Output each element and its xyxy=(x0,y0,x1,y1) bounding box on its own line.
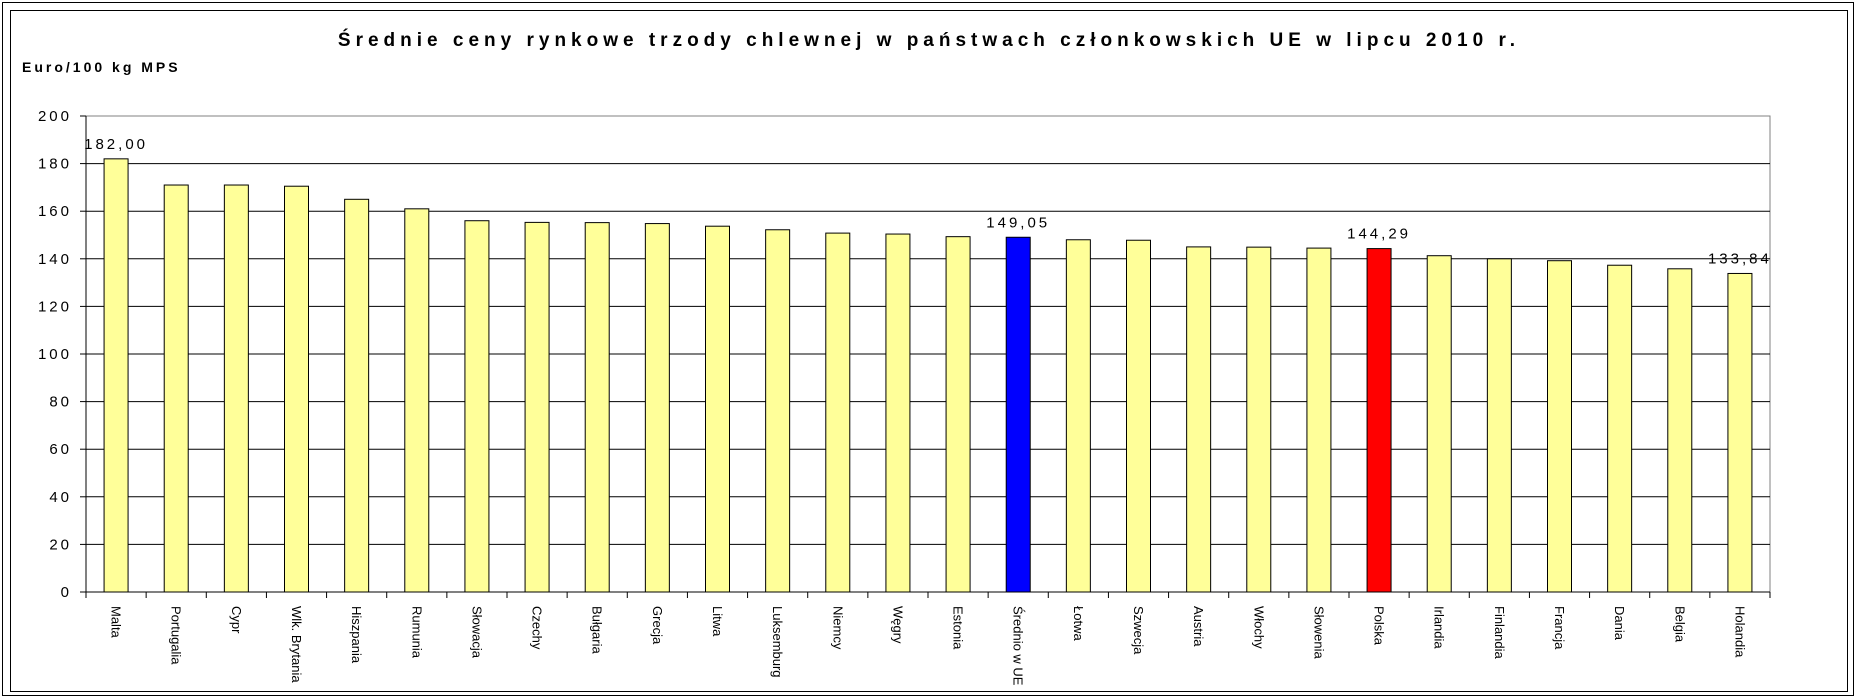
bar xyxy=(223,184,249,593)
x-category-label: Czechy xyxy=(530,606,545,650)
bar xyxy=(1426,255,1452,593)
bar xyxy=(1486,258,1512,593)
y-tick-label: 120 xyxy=(38,298,72,315)
y-tick-label: 60 xyxy=(49,441,72,458)
x-category-label: Austria xyxy=(1191,606,1206,647)
x-category-label: Luksemburg xyxy=(770,606,785,678)
chart-title: Średnie ceny rynkowe trzody chlewnej w p… xyxy=(337,30,1521,51)
y-axis-unit-label: Euro/100 kg MPS xyxy=(22,59,181,75)
x-category-label: Portugalia xyxy=(169,606,184,665)
data-label: 133,84 xyxy=(1708,250,1772,267)
bar xyxy=(705,225,730,593)
bar xyxy=(1126,239,1151,593)
bar xyxy=(885,233,911,593)
x-category-label: Polska xyxy=(1372,606,1387,646)
bar xyxy=(1306,247,1332,593)
x-category-label: Malta xyxy=(109,606,124,639)
x-category-label: Bułgaria xyxy=(590,606,605,654)
bar xyxy=(644,223,670,593)
x-category-label: Niemcy xyxy=(830,606,845,650)
bar xyxy=(1547,260,1572,593)
x-category-label: Belgia xyxy=(1672,606,1687,643)
x-category-label: Średnio w UE xyxy=(1011,606,1026,686)
x-category-label: Wlk. Brytania xyxy=(289,606,304,683)
x-category-label: Hiszpania xyxy=(349,606,364,664)
x-category-label: Rumunia xyxy=(409,606,424,659)
x-category-label: Szwecja xyxy=(1131,606,1146,655)
bar xyxy=(524,221,550,593)
bar xyxy=(1366,248,1392,593)
x-category-label: Słowenia xyxy=(1311,606,1326,660)
y-tick-label: 160 xyxy=(38,203,72,220)
bar xyxy=(404,208,430,593)
x-category-label: Cypr xyxy=(229,606,244,634)
x-category-label: Dania xyxy=(1612,606,1627,641)
data-label: 149,05 xyxy=(986,214,1050,231)
x-category-label: Grecja xyxy=(650,606,665,645)
bar xyxy=(945,236,971,593)
x-category-label: Litwa xyxy=(710,606,725,637)
bar xyxy=(344,198,370,593)
y-tick-label: 80 xyxy=(49,394,72,411)
bar xyxy=(1667,268,1693,593)
bar xyxy=(1607,264,1633,593)
x-category-label: Estonia xyxy=(951,606,966,650)
y-tick-label: 20 xyxy=(49,536,72,553)
bar xyxy=(1065,239,1091,593)
y-tick-label: 40 xyxy=(49,489,72,506)
x-category-label: Finlandia xyxy=(1492,606,1507,660)
bar xyxy=(1246,246,1272,593)
x-category-label: Słowacja xyxy=(469,606,484,659)
bar xyxy=(163,184,189,593)
bar xyxy=(464,220,490,593)
bar xyxy=(584,222,610,593)
x-category-label: Węgry xyxy=(890,606,905,644)
bar xyxy=(1727,272,1753,593)
bar xyxy=(1186,246,1212,593)
y-tick-label: 200 xyxy=(38,108,72,125)
bar xyxy=(284,185,309,593)
bar xyxy=(103,158,129,593)
bar xyxy=(825,232,851,593)
x-category-label: Włochy xyxy=(1251,606,1266,649)
chart-frame xyxy=(10,10,1848,692)
y-tick-label: 140 xyxy=(38,251,72,268)
x-category-label: Irlandia xyxy=(1432,606,1447,649)
x-category-label: Francja xyxy=(1552,606,1567,650)
y-tick-label: 180 xyxy=(38,156,72,173)
x-category-label: Łotwa xyxy=(1071,606,1086,641)
y-tick-label: 100 xyxy=(38,346,72,363)
data-label: 144,29 xyxy=(1347,226,1411,243)
x-category-label: Holandia xyxy=(1732,606,1747,658)
bar xyxy=(1005,236,1031,593)
data-label: 182,00 xyxy=(84,136,148,153)
bar xyxy=(765,229,791,593)
y-tick-label: 0 xyxy=(61,584,72,601)
